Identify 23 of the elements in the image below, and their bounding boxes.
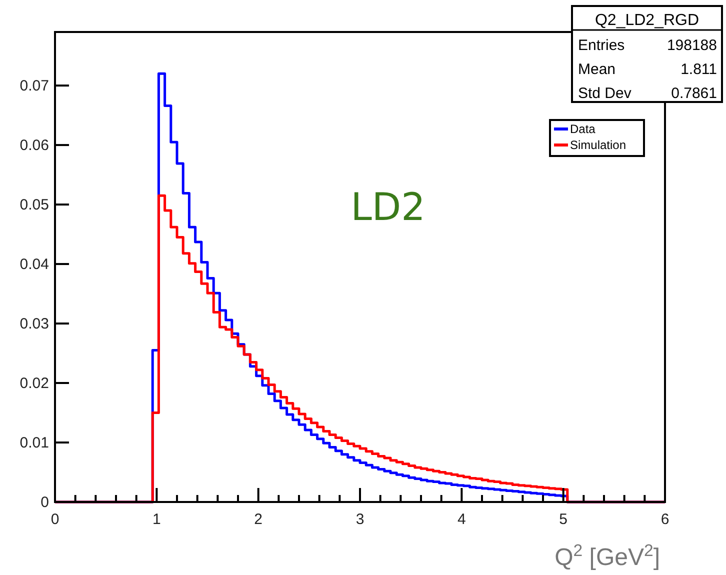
x-tick-label: 5	[559, 511, 568, 528]
legend-label: Simulation	[570, 138, 626, 152]
y-tick-label: 0.02	[20, 375, 49, 392]
x-tick-label: 4	[457, 511, 466, 528]
y-tick-label: 0.01	[20, 434, 49, 452]
x-tick-label: 2	[254, 511, 263, 528]
y-tick-label: 0.07	[20, 78, 49, 95]
y-tick-label: 0.05	[20, 196, 49, 214]
text: Q2_LD2_RGD	[594, 12, 700, 29]
text: Entries 198188	[578, 37, 717, 54]
x-tick-label: 1	[152, 511, 161, 528]
x-tick-label: 3	[356, 511, 364, 528]
x-tick-label: 0	[50, 511, 60, 528]
annotation: LD2	[350, 185, 426, 229]
x-tick-label: 6	[660, 511, 670, 528]
y-tick-label: 0	[40, 494, 49, 511]
text: Std Dev 0.7861	[578, 85, 717, 102]
y-tick-label: 0.04	[20, 256, 49, 274]
y-tick-label: 0.03	[20, 316, 49, 333]
x-axis-title: Q$^{2}$ [GeV$^{2}$]	[554, 540, 660, 571]
text: Mean 1.811	[578, 61, 717, 78]
y-tick-label: 0.06	[20, 137, 49, 154]
legend-label: Data	[570, 122, 596, 136]
